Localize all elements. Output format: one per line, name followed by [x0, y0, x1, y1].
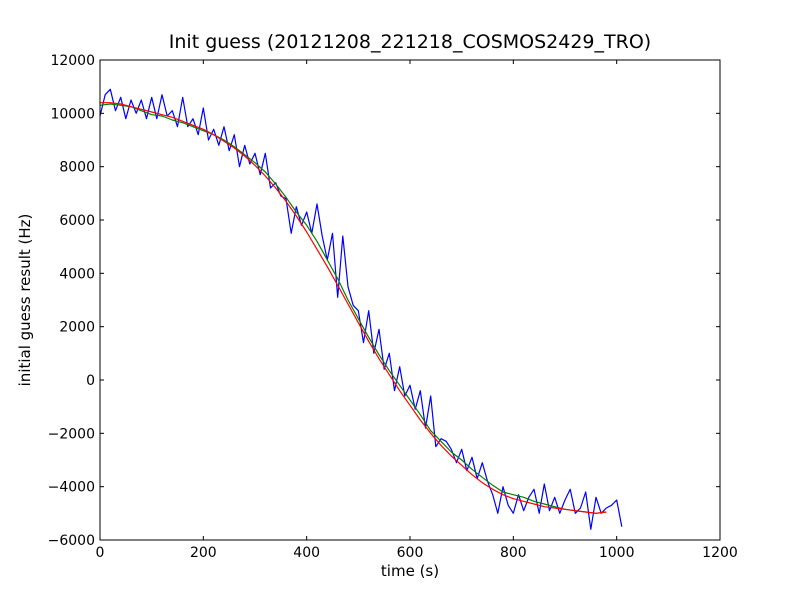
y-tick-label: 2000 — [59, 320, 95, 336]
series-line-1 — [99, 103, 607, 514]
x-tick-label: 1200 — [702, 545, 738, 561]
y-tick-label: 6000 — [59, 213, 95, 229]
x-tick-label: 800 — [500, 545, 527, 561]
chart-title: Init guess (20121208_221218_COSMOS2429_T… — [169, 31, 651, 53]
y-tick-label: −2000 — [48, 426, 95, 442]
y-tick-label: −4000 — [48, 480, 95, 496]
x-tick-label: 600 — [397, 545, 424, 561]
y-tick-label: 0 — [86, 373, 95, 389]
y-tick-label: 8000 — [59, 160, 95, 176]
x-tick-label: 1000 — [599, 545, 635, 561]
y-tick-label: −6000 — [48, 533, 95, 549]
tick-layer: 0 200 400 600 800 1000 1200 −6000 −4000 −2000 0 200… — [48, 53, 738, 561]
plot-frame — [99, 59, 721, 541]
y-axis-label: initial guess result (Hz) — [16, 214, 34, 387]
series-layer — [99, 88, 623, 530]
x-tick-label: 400 — [293, 545, 320, 561]
series-line-2 — [100, 102, 607, 514]
x-axis-label: time (s) — [381, 562, 439, 580]
y-tick-label: 12000 — [50, 53, 95, 69]
y-tick-label: 10000 — [50, 106, 95, 122]
y-tick-label: 4000 — [59, 266, 95, 282]
x-tick-label: 0 — [96, 545, 105, 561]
x-tick-label: 200 — [190, 545, 217, 561]
